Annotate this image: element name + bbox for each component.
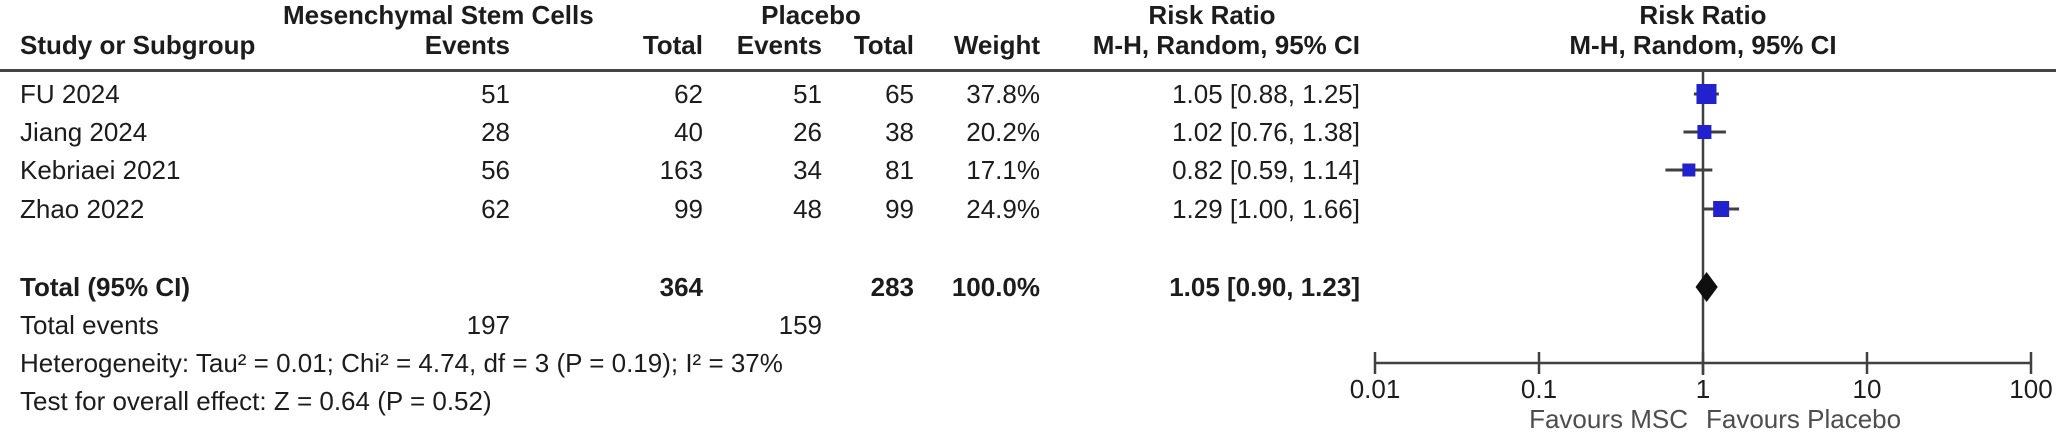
header-separator (0, 69, 2056, 72)
group1-header: Mesenchymal Stem Cells (283, 0, 594, 30)
group2-events-cell: 34 (793, 155, 822, 185)
group1-events-cell: 56 (481, 155, 510, 185)
axis-tick-label: 0.01 (1349, 374, 1401, 404)
group1-events-cell: 51 (481, 79, 510, 109)
total-events-group1: 197 (466, 310, 510, 340)
group1-total-cell: 62 (674, 79, 703, 109)
axis-tick-label: 1 (1695, 374, 1711, 404)
total1-col-header: Total (642, 30, 703, 60)
events2-col-header: Events (736, 30, 822, 60)
weight-cell: 100.0% (951, 272, 1040, 302)
weight-col-header: Weight (953, 30, 1040, 60)
study-name-cell: Jiang 2024 (20, 117, 148, 147)
effect-title-right: Risk Ratio (1639, 0, 1767, 30)
group2-total-cell: 38 (885, 117, 914, 147)
axis-tick-label: 100 (2009, 374, 2053, 404)
weight-cell: 20.2% (966, 117, 1040, 147)
risk-ratio-ci-cell: 1.05 [0.88, 1.25] (1172, 79, 1360, 109)
study-name-cell: Total (95% CI) (20, 272, 190, 302)
effect-square (1682, 163, 1696, 177)
weight-cell: 17.1% (966, 155, 1040, 185)
study-name-cell: FU 2024 (20, 79, 120, 109)
total-events-group2: 159 (778, 310, 822, 340)
favours-left-label: Favours MSC (1529, 404, 1688, 434)
group2-total-cell: 99 (885, 194, 914, 224)
group1-events-cell: 28 (481, 117, 510, 147)
total2-col-header: Total (853, 30, 914, 60)
events1-col-header: Events (424, 30, 510, 60)
total-events-label: Total events (20, 310, 159, 340)
risk-ratio-ci-cell: 1.02 [0.76, 1.38] (1172, 117, 1360, 147)
risk-ratio-ci-cell: 0.82 [0.59, 1.14] (1172, 155, 1360, 185)
group2-events-cell: 51 (793, 79, 822, 109)
axis-tick-label: 0.1 (1520, 374, 1558, 404)
group1-total-cell: 364 (659, 272, 703, 302)
group2-header: Placebo (761, 0, 861, 30)
overall-effect-text: Test for overall effect: Z = 0.64 (P = 0… (20, 386, 492, 416)
study-col-header: Study or Subgroup (20, 30, 256, 60)
risk-ratio-ci-cell: 1.29 [1.00, 1.66] (1172, 194, 1360, 224)
weight-cell: 37.8% (966, 79, 1040, 109)
effect-square (1697, 125, 1712, 139)
effect-square (1713, 201, 1730, 217)
method-header-right: M-H, Random, 95% CI (1569, 30, 1837, 60)
group2-total-cell: 65 (885, 79, 914, 109)
group1-total-cell: 99 (674, 194, 703, 224)
effect-square (1696, 84, 1717, 104)
group2-events-cell: 26 (793, 117, 822, 147)
effect-title-left: Risk Ratio (1148, 0, 1276, 30)
group1-events-cell: 62 (481, 194, 510, 224)
study-name-cell: Kebriaei 2021 (20, 155, 181, 185)
favours-right-label: Favours Placebo (1706, 404, 1902, 434)
group1-total-cell: 163 (659, 155, 703, 185)
axis-tick-label: 10 (1852, 374, 1882, 404)
group2-events-cell: 48 (793, 194, 822, 224)
risk-ratio-ci-cell: 1.05 [0.90, 1.23] (1169, 272, 1360, 302)
group2-total-cell: 283 (870, 272, 914, 302)
study-name-cell: Zhao 2022 (20, 194, 145, 224)
heterogeneity-text: Heterogeneity: Tau² = 0.01; Chi² = 4.74,… (20, 348, 783, 378)
overall-diamond (1695, 272, 1718, 302)
group1-total-cell: 40 (674, 117, 703, 147)
weight-cell: 24.9% (966, 194, 1040, 224)
group2-total-cell: 81 (885, 155, 914, 185)
method-header-left: M-H, Random, 95% CI (1092, 30, 1360, 60)
